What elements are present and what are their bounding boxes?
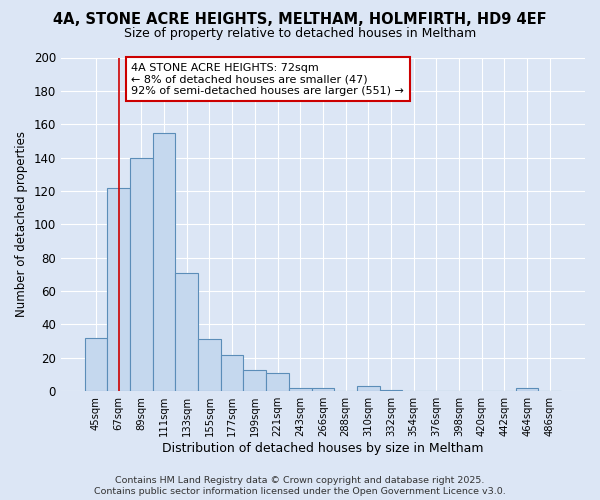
Y-axis label: Number of detached properties: Number of detached properties [15, 132, 28, 318]
Bar [244, 370, 266, 391]
X-axis label: Distribution of detached houses by size in Meltham: Distribution of detached houses by size … [162, 442, 484, 455]
Bar [130, 158, 152, 391]
Bar [380, 390, 403, 391]
Bar [221, 354, 244, 391]
Text: Contains HM Land Registry data © Crown copyright and database right 2025.: Contains HM Land Registry data © Crown c… [115, 476, 485, 485]
Bar [152, 132, 175, 391]
Text: Size of property relative to detached houses in Meltham: Size of property relative to detached ho… [124, 28, 476, 40]
Bar [85, 338, 107, 391]
Text: 4A STONE ACRE HEIGHTS: 72sqm
← 8% of detached houses are smaller (47)
92% of sem: 4A STONE ACRE HEIGHTS: 72sqm ← 8% of det… [131, 62, 404, 96]
Bar [289, 388, 311, 391]
Text: Contains public sector information licensed under the Open Government Licence v3: Contains public sector information licen… [94, 487, 506, 496]
Bar [266, 373, 289, 391]
Bar [311, 388, 334, 391]
Bar [357, 386, 380, 391]
Bar [516, 388, 538, 391]
Bar [107, 188, 130, 391]
Bar [175, 272, 198, 391]
Text: 4A, STONE ACRE HEIGHTS, MELTHAM, HOLMFIRTH, HD9 4EF: 4A, STONE ACRE HEIGHTS, MELTHAM, HOLMFIR… [53, 12, 547, 28]
Bar [198, 340, 221, 391]
